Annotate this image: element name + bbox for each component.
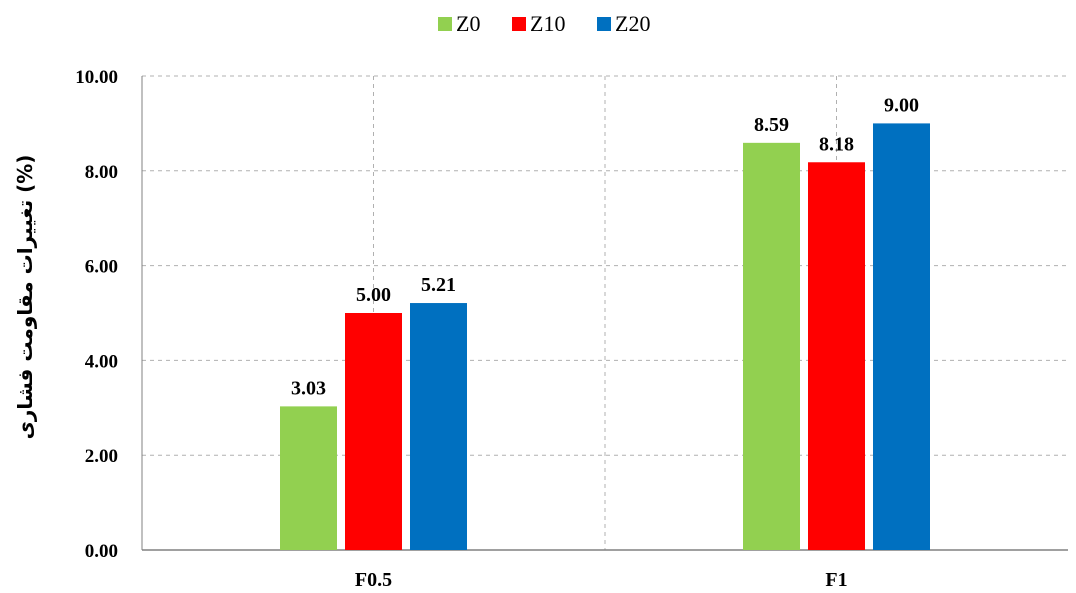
legend: Z0 Z10 Z20: [438, 11, 650, 36]
legend-label-z10: Z10: [530, 11, 565, 36]
bar-z20-f1: [873, 123, 930, 551]
y-tick-label: 6.00: [85, 257, 118, 278]
y-tick-label: 8.00: [85, 162, 118, 183]
x-category-label: F0.5: [355, 569, 392, 591]
bar-z20-f0-5: [410, 303, 467, 550]
y-tick-label: 10.00: [75, 67, 118, 88]
data-label: 5.21: [421, 274, 456, 296]
y-tick-label: 2.00: [85, 446, 118, 467]
legend-swatch-z0: [438, 17, 452, 31]
bar-z10-f0-5: [345, 313, 402, 550]
y-tick-label: 0.00: [85, 541, 118, 562]
y-axis-ticks: 0.00 2.00 4.00 6.00 8.00 10.00: [75, 67, 118, 562]
data-label: 8.59: [754, 114, 789, 136]
data-label: 3.03: [291, 377, 326, 399]
bar-z0-f0-5: [280, 406, 337, 550]
data-label: 9.00: [884, 94, 919, 116]
y-axis-label: تغییرات مقاومت فشاری (%): [13, 155, 37, 440]
legend-swatch-z20: [597, 17, 611, 31]
data-label: 5.00: [356, 284, 391, 306]
bar-z0-f1: [743, 142, 800, 551]
legend-label-z0: Z0: [456, 11, 480, 36]
data-labels: 3.03 5.00 5.21 8.59 8.18 9.00: [291, 94, 919, 399]
y-tick-label: 4.00: [85, 351, 118, 372]
bar-z10-f1: [808, 162, 865, 550]
bars: [280, 123, 930, 551]
x-category-label: F1: [825, 569, 847, 591]
legend-label-z20: Z20: [615, 11, 650, 36]
data-label: 8.18: [819, 133, 854, 155]
x-axis-categories: F0.5 F1: [355, 569, 848, 591]
legend-swatch-z10: [512, 17, 526, 31]
